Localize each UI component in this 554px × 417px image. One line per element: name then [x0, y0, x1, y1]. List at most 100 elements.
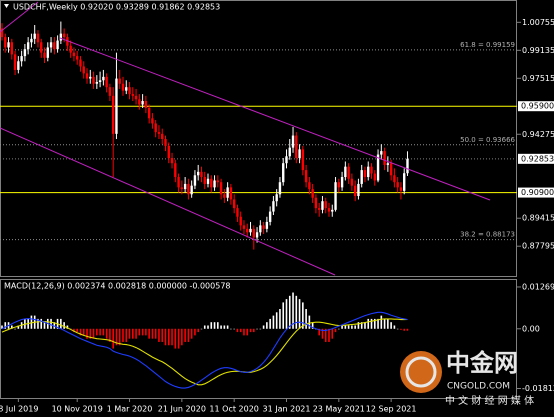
- macd-bar: [279, 309, 281, 329]
- trend-line: [0, 1, 39, 33]
- candle-body: [295, 135, 298, 159]
- macd-bar: [207, 325, 209, 329]
- macd-bar: [266, 322, 268, 329]
- plot: 1.00755 0.99135 0.97515 0.94275 0.89415 0.877…: [0, 18, 554, 414]
- macd-bar: [249, 328, 252, 333]
- x-tick-label: 10 Nov 2019: [52, 405, 103, 414]
- candle-body: [275, 194, 278, 202]
- macd-bar: [236, 328, 239, 333]
- candle-body: [115, 78, 118, 134]
- candle-body: [327, 208, 331, 212]
- candle-body: [180, 187, 184, 190]
- macd-bar: [60, 318, 62, 329]
- macd-bar: [105, 328, 108, 339]
- candle-body: [174, 163, 177, 178]
- candle-body: [92, 76, 95, 84]
- macd-bar: [344, 325, 347, 329]
- candle-body: [406, 158, 409, 174]
- macd-bar: [230, 328, 232, 330]
- candle-body: [268, 211, 272, 222]
- macd-bar: [154, 328, 157, 339]
- candle-body: [232, 199, 236, 209]
- macd-bar: [66, 325, 69, 329]
- macd-bar: [92, 328, 95, 339]
- macd-bar: [177, 328, 180, 349]
- macd-bar: [318, 328, 320, 336]
- candle-body: [49, 42, 53, 48]
- channel-upper: [59, 37, 491, 201]
- chart-title: USDCHF,Weekly 0.92020 0.93289 0.91862 0.…: [13, 3, 220, 12]
- candle-body: [311, 189, 314, 198]
- candle-body: [360, 170, 363, 184]
- macd-bar: [109, 328, 111, 342]
- macd-bar: [295, 295, 298, 329]
- candle-body: [30, 38, 33, 43]
- macd-bar: [282, 302, 285, 329]
- candle-body: [85, 73, 89, 79]
- macd-bar: [338, 328, 340, 330]
- macd-bar: [302, 302, 304, 329]
- macd-bar: [213, 322, 216, 329]
- macd-bar: [387, 318, 389, 329]
- candle-body: [157, 132, 161, 134]
- macd-bar: [89, 328, 92, 339]
- candle-body: [229, 187, 233, 200]
- macd-bar: [174, 328, 177, 349]
- candle-body: [265, 221, 269, 229]
- candle-body: [118, 78, 121, 84]
- macd-frame: [0, 279, 517, 399]
- macd-bar: [181, 328, 183, 346]
- macd-bar: [190, 328, 193, 339]
- candle-body: [164, 139, 167, 146]
- macd-bar: [217, 322, 219, 329]
- macd-bar: [334, 328, 337, 333]
- candle-body: [161, 133, 164, 140]
- candle-body: [353, 185, 357, 197]
- candle-body: [252, 228, 255, 238]
- macd-bar: [122, 328, 124, 342]
- candle-body: [43, 52, 46, 58]
- candle-body: [187, 183, 190, 195]
- candle-body: [147, 107, 151, 119]
- candle-body: [344, 166, 347, 178]
- candle-body: [278, 182, 282, 195]
- candle-body: [177, 177, 180, 188]
- candle-body: [206, 178, 210, 184]
- macd-bar: [112, 328, 114, 349]
- candle-body: [246, 228, 249, 233]
- macd-y-tick-label: 0.00: [522, 324, 540, 333]
- candle-body: [193, 175, 197, 186]
- macd-bar: [377, 318, 379, 329]
- candle-body: [53, 42, 56, 50]
- candle-body: [33, 33, 36, 39]
- macd-bar: [200, 328, 203, 330]
- watermark-site: CNGOLD.COM: [447, 382, 510, 392]
- macd-bar: [14, 328, 16, 330]
- macd-bar: [288, 295, 291, 329]
- macd-bar: [53, 322, 56, 329]
- candle-body: [403, 173, 406, 191]
- macd-bar: [292, 292, 294, 329]
- macd-bar: [115, 328, 118, 346]
- candle-body: [89, 76, 92, 79]
- macd-bar: [347, 325, 350, 329]
- candle-body: [337, 182, 341, 188]
- macd-bar: [151, 328, 154, 339]
- menu-arrow: [4, 4, 9, 8]
- candle-body: [363, 170, 367, 178]
- candle-body: [386, 163, 390, 165]
- candle-body: [36, 33, 40, 43]
- candle-body: [249, 228, 252, 233]
- y-tick-label: 0.87795: [522, 242, 554, 251]
- macd-bar: [220, 325, 222, 329]
- candle-body: [23, 49, 27, 57]
- macd-bar: [324, 328, 327, 342]
- candle-body: [334, 182, 337, 210]
- candle-body: [138, 99, 141, 105]
- candle-body: [203, 177, 206, 184]
- macd-bar: [357, 322, 360, 329]
- candle-body: [95, 82, 99, 84]
- macd-bar: [43, 322, 46, 329]
- x-tick-label: 31 Jan 2021: [263, 405, 311, 414]
- level-label: 0.95900: [521, 102, 554, 111]
